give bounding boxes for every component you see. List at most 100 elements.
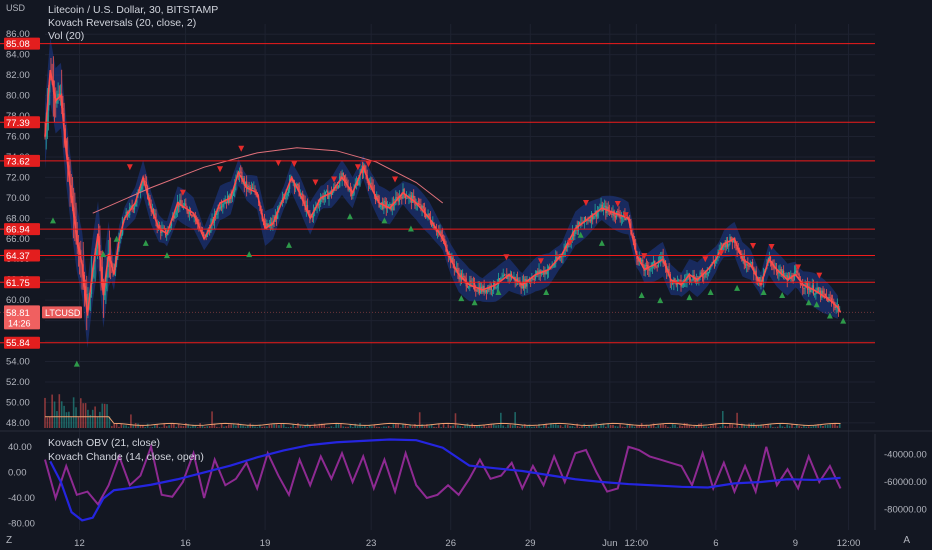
candle-body: [715, 259, 717, 264]
volume-bar: [736, 412, 738, 428]
volume-bar: [614, 426, 617, 428]
volume-bar: [819, 424, 822, 428]
candle-body: [175, 210, 177, 215]
candle-body: [419, 204, 421, 205]
indicator-volume[interactable]: Vol (20): [48, 30, 85, 42]
candle-body: [478, 287, 480, 294]
candle-body: [278, 206, 280, 208]
candle-body: [184, 203, 186, 206]
volume-bar: [340, 423, 342, 428]
candle-body: [706, 273, 708, 275]
candle-body: [367, 180, 369, 185]
candle-body: [401, 196, 403, 199]
candle-body: [809, 287, 811, 293]
level-badge: [4, 154, 40, 167]
candle-body: [179, 199, 181, 207]
buy-marker: [113, 235, 120, 242]
candle-body: [372, 186, 374, 192]
candle-body: [590, 213, 593, 222]
candle-body: [69, 170, 71, 186]
candle-body: [294, 186, 297, 188]
volume-bar: [550, 423, 552, 428]
level-badge-label: 55.84: [6, 338, 30, 349]
volume-bar: [564, 424, 567, 428]
candle-body: [95, 248, 97, 256]
volume-bar: [122, 425, 125, 428]
candle-body: [545, 270, 547, 274]
volume-bar: [757, 425, 760, 428]
candle-body: [370, 182, 372, 184]
volume-bar: [454, 413, 457, 428]
y-tick-label: 50.00: [6, 397, 30, 408]
candle-body: [543, 270, 545, 275]
volume-bar: [349, 424, 352, 428]
candle-body: [166, 234, 168, 236]
volume-bar: [368, 424, 371, 428]
volume-bar: [70, 416, 73, 428]
volume-bar: [488, 425, 490, 428]
candle-body: [592, 213, 594, 220]
candle-body: [232, 192, 235, 196]
candle-body: [308, 210, 310, 213]
candle-body: [641, 259, 643, 262]
volume-bar: [185, 423, 187, 428]
volume-bar: [125, 425, 127, 428]
volume-bar: [294, 426, 297, 428]
candle-body: [386, 207, 389, 209]
candle-body: [744, 264, 747, 266]
buy-marker: [805, 299, 812, 306]
candle-body: [779, 269, 781, 271]
candle-body: [534, 274, 537, 280]
volume-bar: [702, 426, 705, 428]
volume-bar: [242, 425, 244, 428]
candle-body: [800, 284, 803, 286]
buy-marker: [495, 288, 502, 295]
volume-bar: [588, 425, 590, 428]
indicator-kovach-chande[interactable]: Kovach Chande (14, close, open): [48, 451, 204, 463]
sell-marker: [238, 145, 245, 152]
candle-body: [546, 270, 548, 274]
volume-bar: [232, 423, 235, 428]
candle-body: [600, 204, 602, 210]
candle-body: [444, 238, 446, 242]
candle-body: [487, 287, 489, 293]
candle-body: [364, 165, 366, 172]
volume-bar: [793, 427, 796, 428]
volume-bar: [636, 425, 638, 428]
volume-bar: [769, 424, 772, 428]
volume-bar: [130, 414, 132, 428]
x-tick-label: 29: [525, 538, 536, 549]
volume-bar: [113, 423, 116, 428]
x-tick-label: 23: [366, 538, 377, 549]
candle-body: [652, 260, 655, 263]
candle-body: [468, 286, 470, 288]
candle-body: [218, 207, 220, 209]
sell-marker: [179, 189, 186, 196]
sell-marker: [622, 212, 629, 219]
symbol-title[interactable]: Litecoin / U.S. Dollar, 30, BITSTAMP: [48, 4, 219, 16]
level-badge-label: 64.37: [6, 251, 30, 262]
volume-bar: [280, 424, 283, 428]
volume-bar: [681, 426, 684, 428]
volume-bar: [812, 425, 815, 428]
x-tick-label: 16: [180, 538, 191, 549]
candle-body: [633, 239, 636, 244]
timezone-icon[interactable]: Z: [6, 535, 13, 546]
sell-marker: [702, 256, 709, 263]
volume-bar: [108, 416, 111, 428]
candle-body: [537, 271, 539, 275]
volume-bar: [211, 411, 213, 428]
candle-body: [105, 277, 107, 289]
candle-body: [423, 208, 426, 214]
auto-scale-button[interactable]: A: [903, 535, 910, 546]
candle-body: [155, 213, 157, 223]
volume-bar: [325, 427, 328, 428]
indicator-kovach-reversals[interactable]: Kovach Reversals (20, close, 2): [48, 17, 197, 29]
volume-bar: [201, 425, 204, 428]
indicator-kovach-obv[interactable]: Kovach OBV (21, close): [48, 437, 161, 449]
candle-body: [491, 289, 494, 291]
volume-bar: [822, 425, 824, 428]
candle-body: [44, 136, 46, 138]
candle-body: [452, 257, 454, 265]
